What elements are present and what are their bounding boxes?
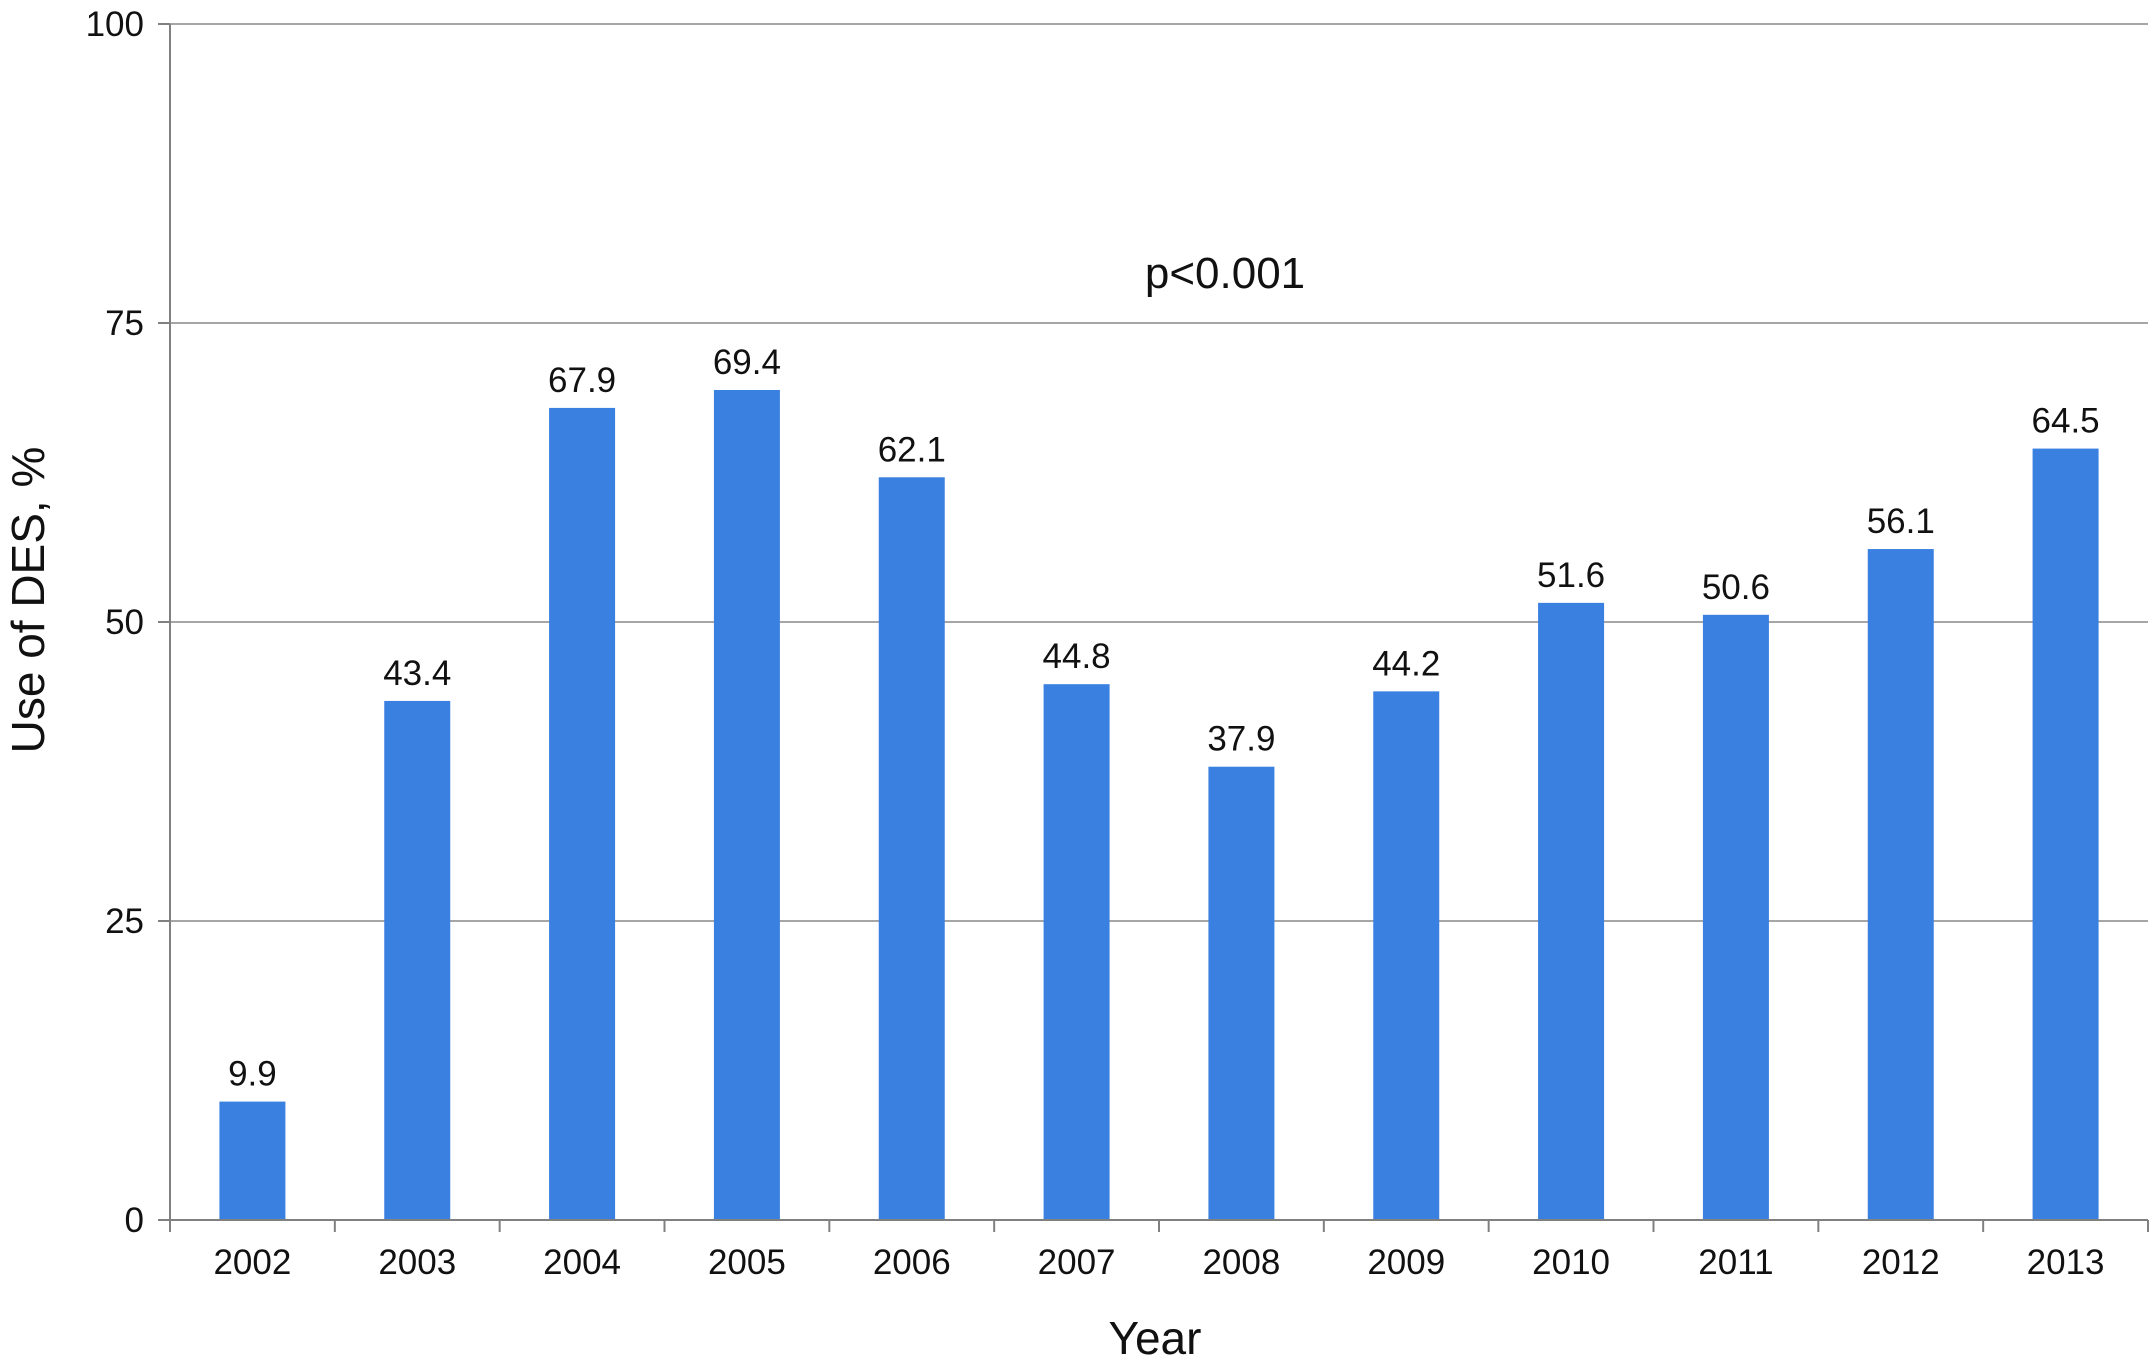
bar-2002	[219, 1101, 286, 1220]
y-tick-label: 100	[86, 5, 144, 44]
bar-2012	[1867, 549, 1934, 1220]
data-label-2011: 50.6	[1702, 568, 1770, 607]
x-tick-label-2003: 2003	[378, 1243, 456, 1282]
bar-2011	[1702, 614, 1769, 1220]
y-tick-label: 50	[105, 603, 144, 642]
data-label-2003: 43.4	[383, 654, 451, 693]
bar-2006	[878, 477, 945, 1220]
bar-2010	[1538, 602, 1605, 1220]
x-tick-label-2013: 2013	[2027, 1243, 2105, 1282]
x-tick-label-2004: 2004	[543, 1243, 621, 1282]
x-tick-label-2011: 2011	[1698, 1243, 1773, 1282]
gridlines	[170, 23, 2148, 922]
y-tick-label: 25	[105, 902, 144, 941]
data-label-2010: 51.6	[1537, 556, 1605, 595]
bar-2013	[2032, 448, 2099, 1221]
x-tick-label-2002: 2002	[213, 1243, 291, 1282]
x-tick-label-2009: 2009	[1367, 1243, 1445, 1282]
x-tick-label-2005: 2005	[708, 1243, 786, 1282]
data-label-2007: 44.8	[1043, 637, 1111, 676]
data-label-2009: 44.2	[1372, 644, 1440, 683]
x-tick-label-2007: 2007	[1038, 1243, 1116, 1282]
bar-2003	[384, 700, 451, 1220]
data-label-2005: 69.4	[713, 343, 781, 382]
data-label-2004: 67.9	[548, 361, 616, 400]
x-tick-label-2012: 2012	[1862, 1243, 1940, 1282]
x-tick-label-2008: 2008	[1202, 1243, 1280, 1282]
data-labels: 9.9 43.4 67.9 69.4 62.1 44.8 37.9 44.2 51.6 50.6 5…	[228, 343, 2100, 1094]
x-tick-label-2010: 2010	[1532, 1243, 1610, 1282]
data-label-2008: 37.9	[1207, 720, 1275, 759]
bar-2004	[549, 407, 616, 1220]
data-label-2006: 62.1	[878, 430, 946, 469]
y-axis-title: Use of DES, %	[2, 447, 54, 754]
data-label-2012: 56.1	[1867, 502, 1935, 541]
p-value-annotation: p<0.001	[1145, 249, 1305, 298]
x-tick-label-2006: 2006	[873, 1243, 951, 1282]
data-label-2013: 64.5	[2032, 402, 2100, 441]
bar-2007	[1043, 684, 1110, 1220]
bar-2005	[713, 389, 780, 1220]
data-label-2002: 9.9	[228, 1055, 277, 1094]
axes: 0 25 50 75 100 2002 2003 2004 2005 2006 2007 2008 20…	[86, 5, 2149, 1282]
bar-2008	[1208, 766, 1275, 1220]
y-tick-label: 75	[105, 304, 144, 343]
bars	[219, 389, 2099, 1221]
y-tick-label: 0	[125, 1201, 144, 1240]
x-axis-title: Year	[1109, 1312, 1202, 1364]
bar-2009	[1373, 691, 1440, 1220]
